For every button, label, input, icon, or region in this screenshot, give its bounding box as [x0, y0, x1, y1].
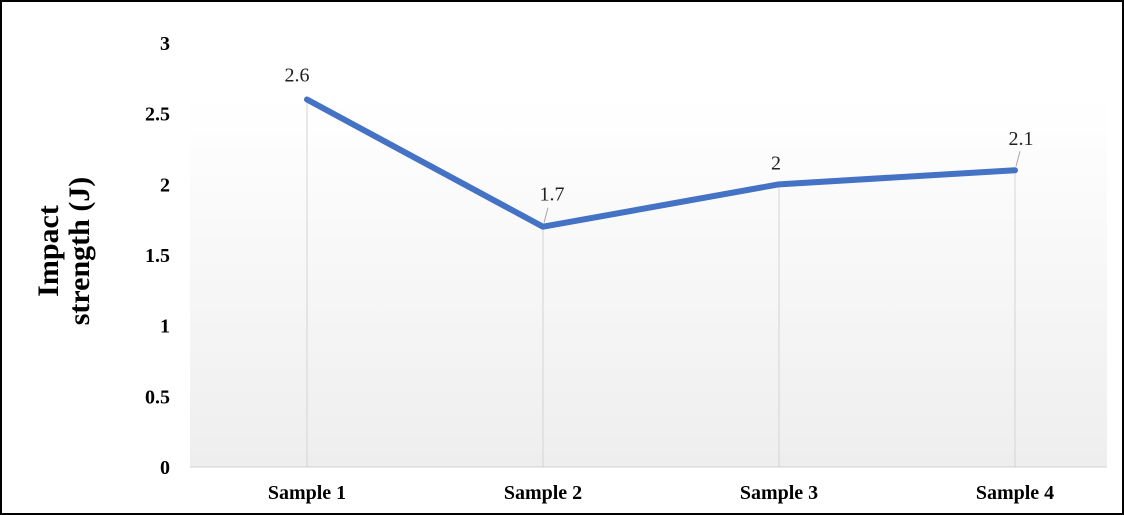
y-tick-label: 2	[160, 174, 170, 196]
data-label: 1.7	[540, 184, 565, 206]
y-tick-label: 0.5	[145, 386, 170, 408]
data-label: 2.1	[1009, 128, 1034, 150]
y-tick-label: 2.5	[145, 104, 170, 126]
drop-lines	[306, 99, 1016, 467]
x-tick-label: Sample 1	[268, 482, 346, 504]
data-labels: 2.6 1.7 2 2.1	[285, 65, 1034, 206]
series-group	[304, 96, 1018, 230]
y-tick-label: 0	[160, 457, 170, 479]
data-label-leader	[1015, 151, 1021, 167]
y-tick-label: 3	[160, 33, 170, 55]
series-line	[304, 96, 1018, 230]
data-label-leader	[543, 207, 549, 223]
x-tick-label: Sample 2	[504, 482, 582, 504]
x-tick-label: Sample 4	[976, 482, 1054, 504]
y-tick-labels: 0 0.5 1 1.5 2 2.5 3	[145, 33, 170, 479]
data-label: 2.6	[285, 65, 310, 87]
data-label-leaders	[543, 151, 1021, 223]
y-tick-label: 1.5	[145, 245, 170, 267]
y-tick-label: 1	[160, 316, 170, 338]
plot-area-background	[190, 98, 1107, 467]
data-label: 2	[771, 152, 781, 174]
x-tick-label: Sample 3	[740, 482, 818, 504]
x-tick-labels: Sample 1 Sample 2 Sample 3 Sample 4	[268, 482, 1054, 504]
